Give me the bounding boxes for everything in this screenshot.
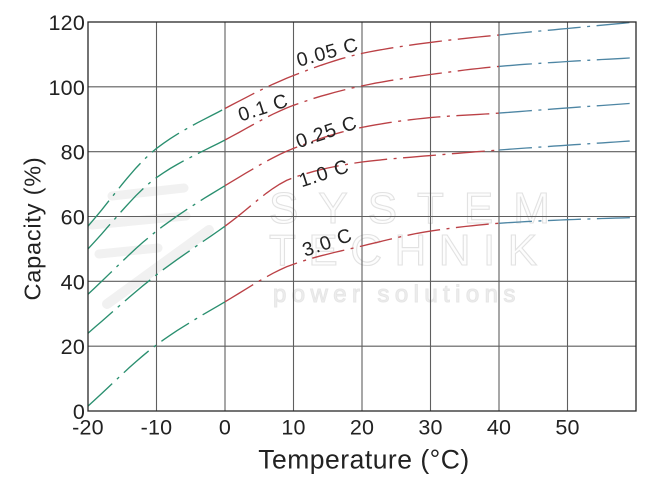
svg-text:20: 20 xyxy=(350,416,374,440)
svg-text:60: 60 xyxy=(61,206,85,230)
svg-text:-10: -10 xyxy=(141,416,173,440)
svg-text:80: 80 xyxy=(61,141,85,165)
svg-text:100: 100 xyxy=(49,76,85,100)
svg-text:50: 50 xyxy=(555,416,579,440)
svg-text:TECHNIK: TECHNIK xyxy=(269,226,550,275)
svg-text:40: 40 xyxy=(61,270,85,294)
svg-text:120: 120 xyxy=(49,11,85,35)
svg-text:-20: -20 xyxy=(72,416,104,440)
svg-text:0: 0 xyxy=(219,416,231,440)
svg-text:0: 0 xyxy=(73,400,85,424)
svg-text:30: 30 xyxy=(418,416,442,440)
svg-text:40: 40 xyxy=(487,416,511,440)
svg-text:Capacity (%): Capacity (%) xyxy=(20,156,46,300)
svg-text:power solutions: power solutions xyxy=(273,281,521,308)
svg-text:20: 20 xyxy=(61,335,85,359)
svg-text:Temperature (°C): Temperature (°C) xyxy=(258,445,470,475)
svg-text:10: 10 xyxy=(281,416,305,440)
svg-text:SYSTEM: SYSTEM xyxy=(269,184,570,233)
